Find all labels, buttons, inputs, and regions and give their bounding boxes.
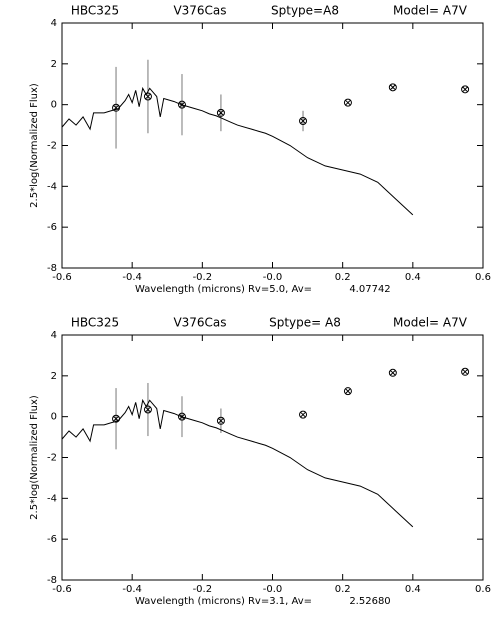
x-axis-label: Wavelength (microns) xyxy=(135,284,245,295)
data-point xyxy=(461,85,470,94)
plot-frame xyxy=(61,334,484,581)
data-point xyxy=(216,108,225,117)
header-text: V376Cas xyxy=(173,4,226,18)
data-point xyxy=(343,387,352,396)
y-tick-label: 2 xyxy=(51,59,57,70)
y-tick-label: 4 xyxy=(51,18,57,29)
x-tick-label: 0.6 xyxy=(475,272,491,283)
x-tick-label: -0.2 xyxy=(193,584,213,595)
y-tick-label: -2 xyxy=(47,141,57,152)
x-tick-label: -0.4 xyxy=(122,584,142,595)
av-value: 4.07742 xyxy=(349,284,390,295)
data-point xyxy=(461,367,470,376)
header-text: Sptype=A8 xyxy=(271,4,339,18)
data-point xyxy=(299,117,308,125)
x-tick-label: -0.6 xyxy=(52,272,72,283)
y-tick-label: -8 xyxy=(47,263,57,274)
x-axis-label: Wavelength (microns) xyxy=(135,596,245,607)
data-point xyxy=(388,83,397,92)
x-tick-label: -0.0 xyxy=(263,584,283,595)
y-tick-label: 0 xyxy=(51,412,57,423)
y-tick-label: -8 xyxy=(47,575,57,586)
header-text: HBC325 xyxy=(71,316,119,330)
model-spectrum xyxy=(61,398,414,528)
y-tick-label: -2 xyxy=(47,453,57,464)
x-tick-label: -0.4 xyxy=(122,272,142,283)
header-text: V376Cas xyxy=(173,316,226,330)
data-point xyxy=(299,410,308,419)
data-point xyxy=(343,98,352,107)
y-tick-label: -4 xyxy=(47,493,57,504)
y-tick-label: -6 xyxy=(47,222,57,233)
data-point xyxy=(388,368,397,377)
x-tick-label: 0.6 xyxy=(475,584,491,595)
y-axis-label: 2.5*log(Normalized Flux) xyxy=(29,83,40,208)
av-value: 2.52680 xyxy=(349,596,390,607)
x-tick-label: 0.4 xyxy=(405,272,421,283)
y-tick-label: 2 xyxy=(51,371,57,382)
y-tick-label: -4 xyxy=(47,181,57,192)
header-text: Sptype= A8 xyxy=(269,316,341,330)
y-tick-label: 0 xyxy=(51,100,57,111)
header-text: Model= A7V xyxy=(393,4,468,18)
y-tick-label: 4 xyxy=(51,330,57,341)
x-tick-label: 0.2 xyxy=(335,584,351,595)
x-tick-label: -0.2 xyxy=(193,272,213,283)
x-note: Rv=5.0, Av= xyxy=(248,284,312,295)
plot-frame xyxy=(61,22,484,269)
x-tick-label: 0.4 xyxy=(405,584,421,595)
data-point xyxy=(216,416,225,425)
header-text: HBC325 xyxy=(71,4,119,18)
x-tick-label: -0.6 xyxy=(52,584,72,595)
header-text: Model= A7V xyxy=(393,316,468,330)
model-spectrum xyxy=(61,86,414,216)
x-tick-label: -0.0 xyxy=(263,272,283,283)
x-note: Rv=3.1, Av= xyxy=(248,596,312,607)
x-tick-label: 0.2 xyxy=(335,272,351,283)
y-tick-label: -6 xyxy=(47,534,57,545)
y-axis-label: 2.5*log(Normalized Flux) xyxy=(29,395,40,520)
